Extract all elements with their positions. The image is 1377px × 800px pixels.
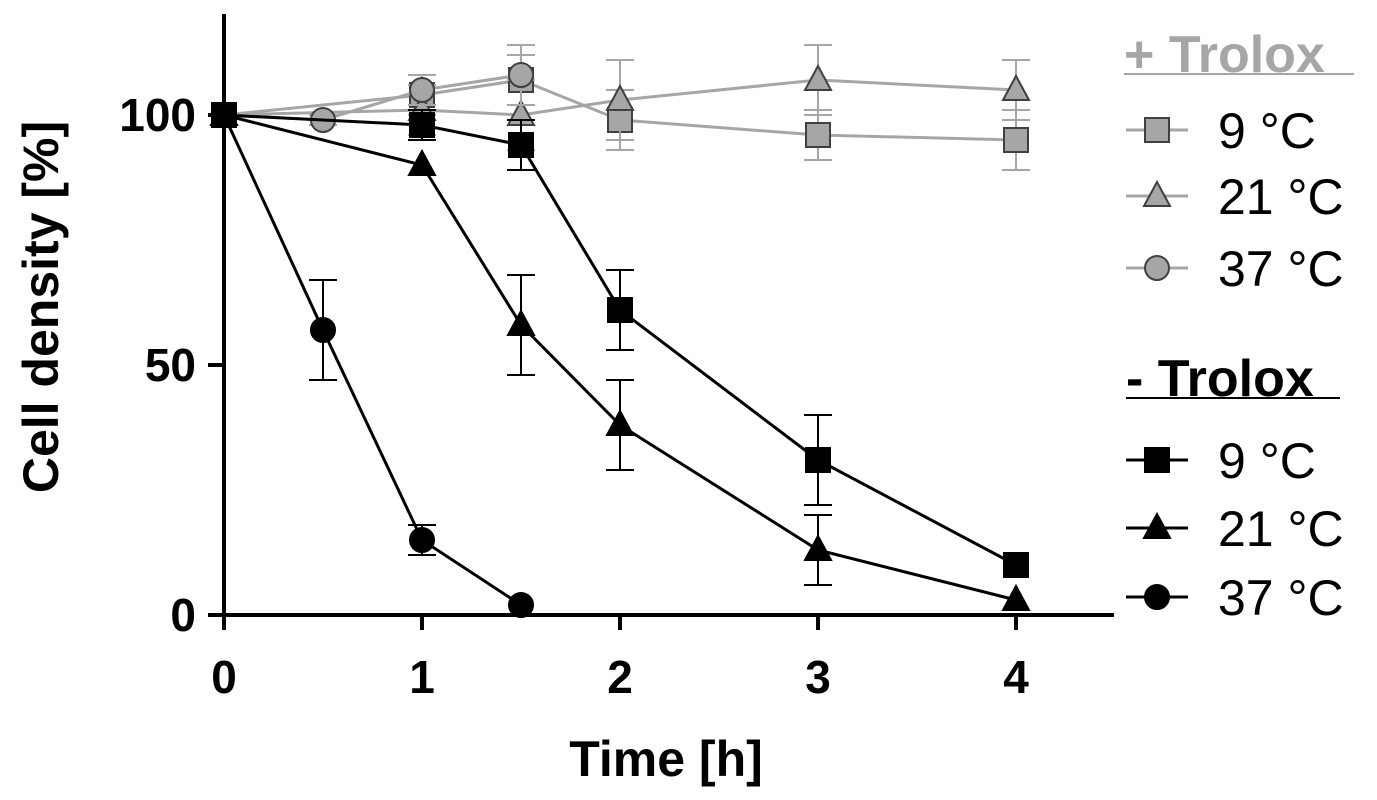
series-3 <box>211 102 1029 578</box>
legend-item: 9 °C <box>1126 103 1316 159</box>
legend-item: 37 °C <box>1126 570 1344 626</box>
series-line <box>222 114 522 607</box>
data-point-square <box>805 122 831 148</box>
data-point-square <box>409 112 435 138</box>
x-axis-title: Time [h] <box>569 731 763 787</box>
legend-item: 37 °C <box>1126 241 1344 297</box>
data-point-square <box>1003 127 1029 153</box>
legend-label: 21 °C <box>1218 501 1344 557</box>
legend-marker-circle <box>1144 255 1170 281</box>
data-point-circle <box>508 592 534 618</box>
series-1 <box>209 44 1031 151</box>
x-tick-label: 0 <box>211 651 237 703</box>
legend-item: 21 °C <box>1126 501 1344 557</box>
x-tick-label: 1 <box>409 651 435 703</box>
legend-item: 9 °C <box>1126 433 1316 489</box>
legend-heading-without-trolox: - Trolox <box>1126 350 1314 408</box>
series-line <box>223 113 1017 602</box>
data-point-circle <box>508 62 534 88</box>
y-axis-title: Cell density [%] <box>13 121 69 493</box>
data-point-circle <box>211 102 237 128</box>
data-point-square <box>1003 552 1029 578</box>
legend-marker-triangle <box>1142 179 1172 207</box>
data-point-circle <box>409 77 435 103</box>
data-point-triangle <box>407 148 437 176</box>
y-tick-label: 100 <box>119 89 196 141</box>
data-point-triangle <box>605 408 635 436</box>
legend-item: 21 °C <box>1126 169 1344 225</box>
series-2 <box>211 44 535 133</box>
tick-marks <box>208 113 1018 630</box>
series-5 <box>211 102 534 618</box>
data-point-triangle <box>506 308 536 336</box>
data-point-square <box>607 297 633 323</box>
x-tick-label: 4 <box>1003 651 1029 703</box>
series-line <box>223 78 1017 142</box>
y-tick-label: 0 <box>170 589 196 641</box>
legend-marker-square <box>1144 447 1170 473</box>
series-layer <box>209 44 1031 618</box>
data-point-square <box>805 447 831 473</box>
legend: + Trolox - Trolox 9 °C 21 °C 37 °C 9 °C 21 °… <box>1124 26 1354 626</box>
data-point-triangle <box>1001 583 1031 611</box>
data-point-triangle <box>1001 73 1031 101</box>
series-line <box>223 78 1017 117</box>
legend-label: 21 °C <box>1218 169 1344 225</box>
x-tick-label: 3 <box>805 651 831 703</box>
series-line <box>223 113 1017 567</box>
legend-marker-square <box>1144 117 1170 143</box>
legend-label: 37 °C <box>1218 241 1344 297</box>
legend-marker-circle <box>1144 584 1170 610</box>
data-point-circle <box>310 317 336 343</box>
legend-label: 9 °C <box>1218 103 1316 159</box>
legend-heading-with-trolox: + Trolox <box>1124 26 1325 84</box>
data-point-triangle <box>605 83 635 111</box>
data-point-square <box>508 132 534 158</box>
legend-label: 37 °C <box>1218 570 1344 626</box>
tick-labels: 0 1 2 3 4 0 50 100 <box>119 89 1029 703</box>
legend-label: 9 °C <box>1218 433 1316 489</box>
x-tick-label: 2 <box>607 651 633 703</box>
data-point-circle <box>409 527 435 553</box>
data-point-triangle <box>803 63 833 91</box>
legend-marker-triangle <box>1142 511 1172 539</box>
data-point-triangle <box>803 533 833 561</box>
y-tick-label: 50 <box>145 339 196 391</box>
